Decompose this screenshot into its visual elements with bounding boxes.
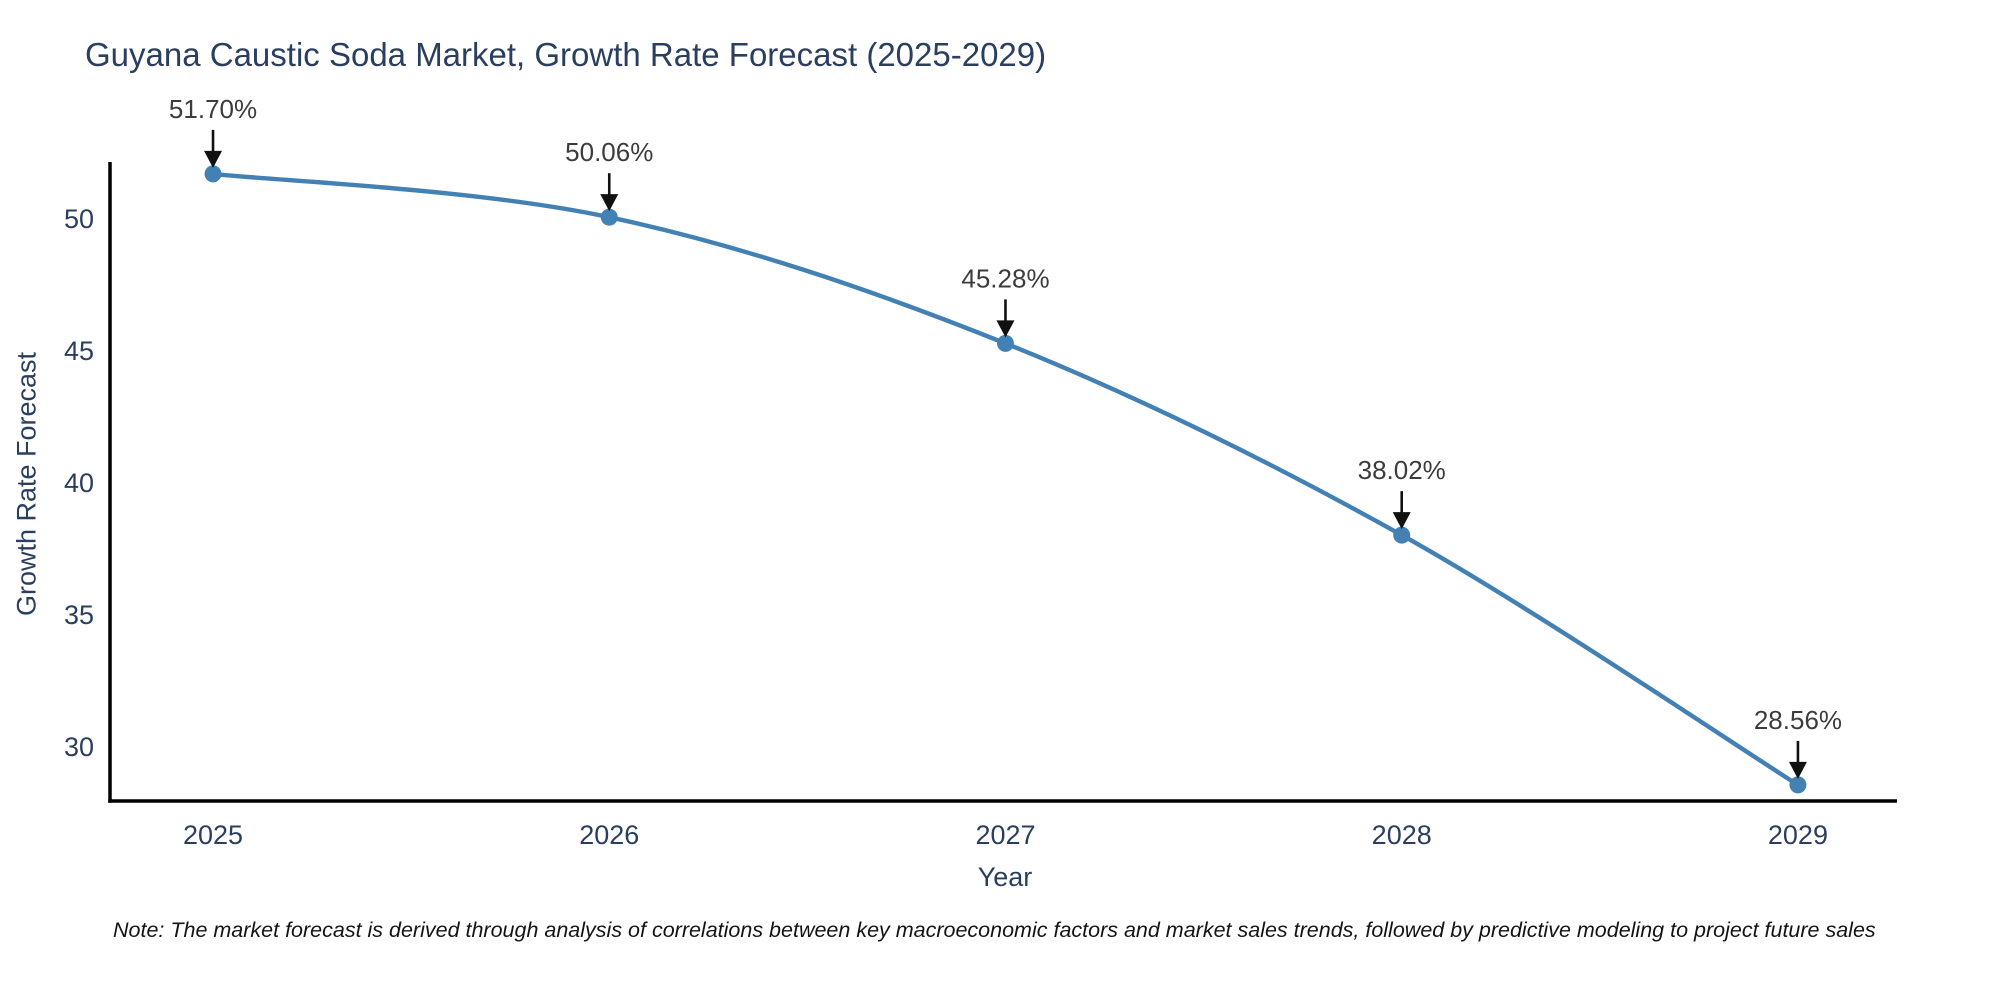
y-tick-label: 45 bbox=[64, 336, 94, 366]
point-value-label: 51.70% bbox=[169, 94, 257, 124]
point-value-label: 38.02% bbox=[1358, 455, 1446, 485]
annotation-arrowhead-icon bbox=[996, 320, 1015, 338]
data-point[interactable] bbox=[1789, 776, 1807, 794]
x-tick-label: 2025 bbox=[183, 820, 243, 850]
y-tick-label: 30 bbox=[64, 732, 94, 762]
chart-title: Guyana Caustic Soda Market, Growth Rate … bbox=[85, 36, 1047, 73]
y-tick-label: 40 bbox=[64, 468, 94, 498]
data-point[interactable] bbox=[600, 208, 618, 226]
y-tick-label: 50 bbox=[64, 204, 94, 234]
x-tick-label: 2029 bbox=[1768, 820, 1828, 850]
data-point[interactable] bbox=[204, 165, 222, 183]
x-axis-title: Year bbox=[977, 862, 1033, 892]
y-axis-title: Growth Rate Forecast bbox=[11, 351, 42, 617]
x-tick-label: 2028 bbox=[1372, 820, 1432, 850]
footnote: Note: The market forecast is derived thr… bbox=[113, 918, 1876, 942]
x-tick-label: 2027 bbox=[975, 820, 1035, 850]
x-tick-label: 2026 bbox=[579, 820, 639, 850]
annotation-arrowhead-icon bbox=[1788, 761, 1807, 779]
annotation-arrowhead-icon bbox=[600, 194, 619, 212]
y-tick-label: 35 bbox=[64, 600, 94, 630]
annotation-arrowhead-icon bbox=[204, 150, 223, 168]
point-value-label: 50.06% bbox=[565, 137, 653, 167]
data-point[interactable] bbox=[1393, 526, 1411, 544]
annotation-arrowhead-icon bbox=[1392, 512, 1411, 530]
point-value-label: 28.56% bbox=[1754, 705, 1842, 735]
point-value-label: 45.28% bbox=[961, 263, 1049, 293]
data-point[interactable] bbox=[996, 334, 1014, 352]
